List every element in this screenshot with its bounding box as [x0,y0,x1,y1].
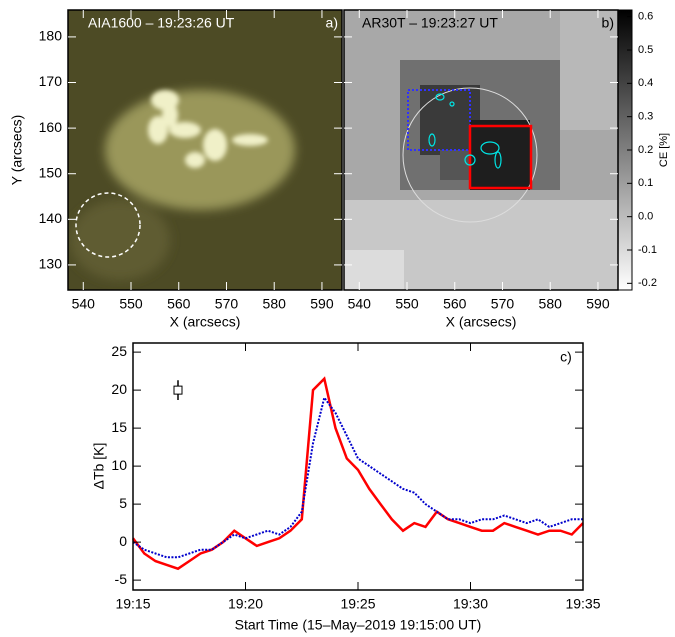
series-line [131,376,584,571]
colorbar-tick-label: 0.3 [638,111,653,123]
ce-image [344,10,618,290]
x-tick-label: 570 [215,296,239,312]
y-tick-label: 5 [119,495,127,511]
y-tick-label: 0 [119,533,127,549]
x-axis-label: X (arcsecs) [170,314,241,330]
y-tick-label: 10 [111,457,127,473]
colorbar-tick-label: 0.1 [638,177,653,189]
aia-image [68,10,342,290]
x-tick-label: 550 [395,296,419,312]
colorbar-tick-label: 0.4 [638,77,653,89]
error-point [173,385,183,395]
colorbar-tick-label: -0.1 [638,244,657,256]
colorbar-tick-label: 0.2 [638,144,653,156]
y-tick-label: 170 [39,73,63,89]
panel-label: a) [326,15,338,31]
x-tick-label: 570 [491,296,515,312]
colorbar-label: CE [%] [658,133,670,167]
x-tick-label: 580 [263,296,287,312]
x-axis-label: Start Time (15–May–2019 19:15:00 UT) [235,617,482,633]
x-tick-label: 19:25 [340,596,375,612]
colorbar-tick-label: 0.6 [638,11,653,23]
x-tick-label: 580 [539,296,563,312]
x-tick-label: 590 [586,296,610,312]
y-tick-label: 25 [111,343,127,359]
y-tick-label: 150 [39,164,63,180]
y-tick-label: 130 [39,256,63,272]
x-tick-label: 19:15 [115,596,150,612]
x-tick-label: 560 [167,296,191,312]
y-axis-label: Y (arcsecs) [9,115,25,186]
x-tick-label: 19:30 [453,596,488,612]
plot-frame [343,9,619,291]
x-tick-label: 540 [348,296,372,312]
colorbar-tick-label: 0.5 [638,44,653,56]
x-tick-label: 540 [72,296,96,312]
y-tick-label: 160 [39,119,63,135]
panel-label: c) [560,349,572,365]
x-tick-label: 560 [443,296,467,312]
panel-title: AIA1600 – 19:23:26 UT [88,15,235,31]
colorbar-tick-label: -0.2 [638,277,657,289]
x-axis-label: X (arcsecs) [446,314,517,330]
y-tick-label: 15 [111,419,127,435]
colorbar-tick-label: 0.0 [638,211,653,223]
y-axis-label: ΔTb [K] [91,443,107,490]
y-tick-label: 20 [111,381,127,397]
y-tick-label: 140 [39,210,63,226]
x-tick-label: 590 [310,296,334,312]
x-tick-label: 19:20 [228,596,263,612]
panel-title: AR30T – 19:23:27 UT [362,15,498,31]
y-tick-label: -5 [115,571,128,587]
panel-label: b) [602,15,614,31]
plot-frame [67,9,343,291]
y-tick-label: 180 [39,28,63,44]
x-tick-label: 550 [119,296,143,312]
x-tick-label: 19:35 [565,596,600,612]
series-line [132,395,583,559]
